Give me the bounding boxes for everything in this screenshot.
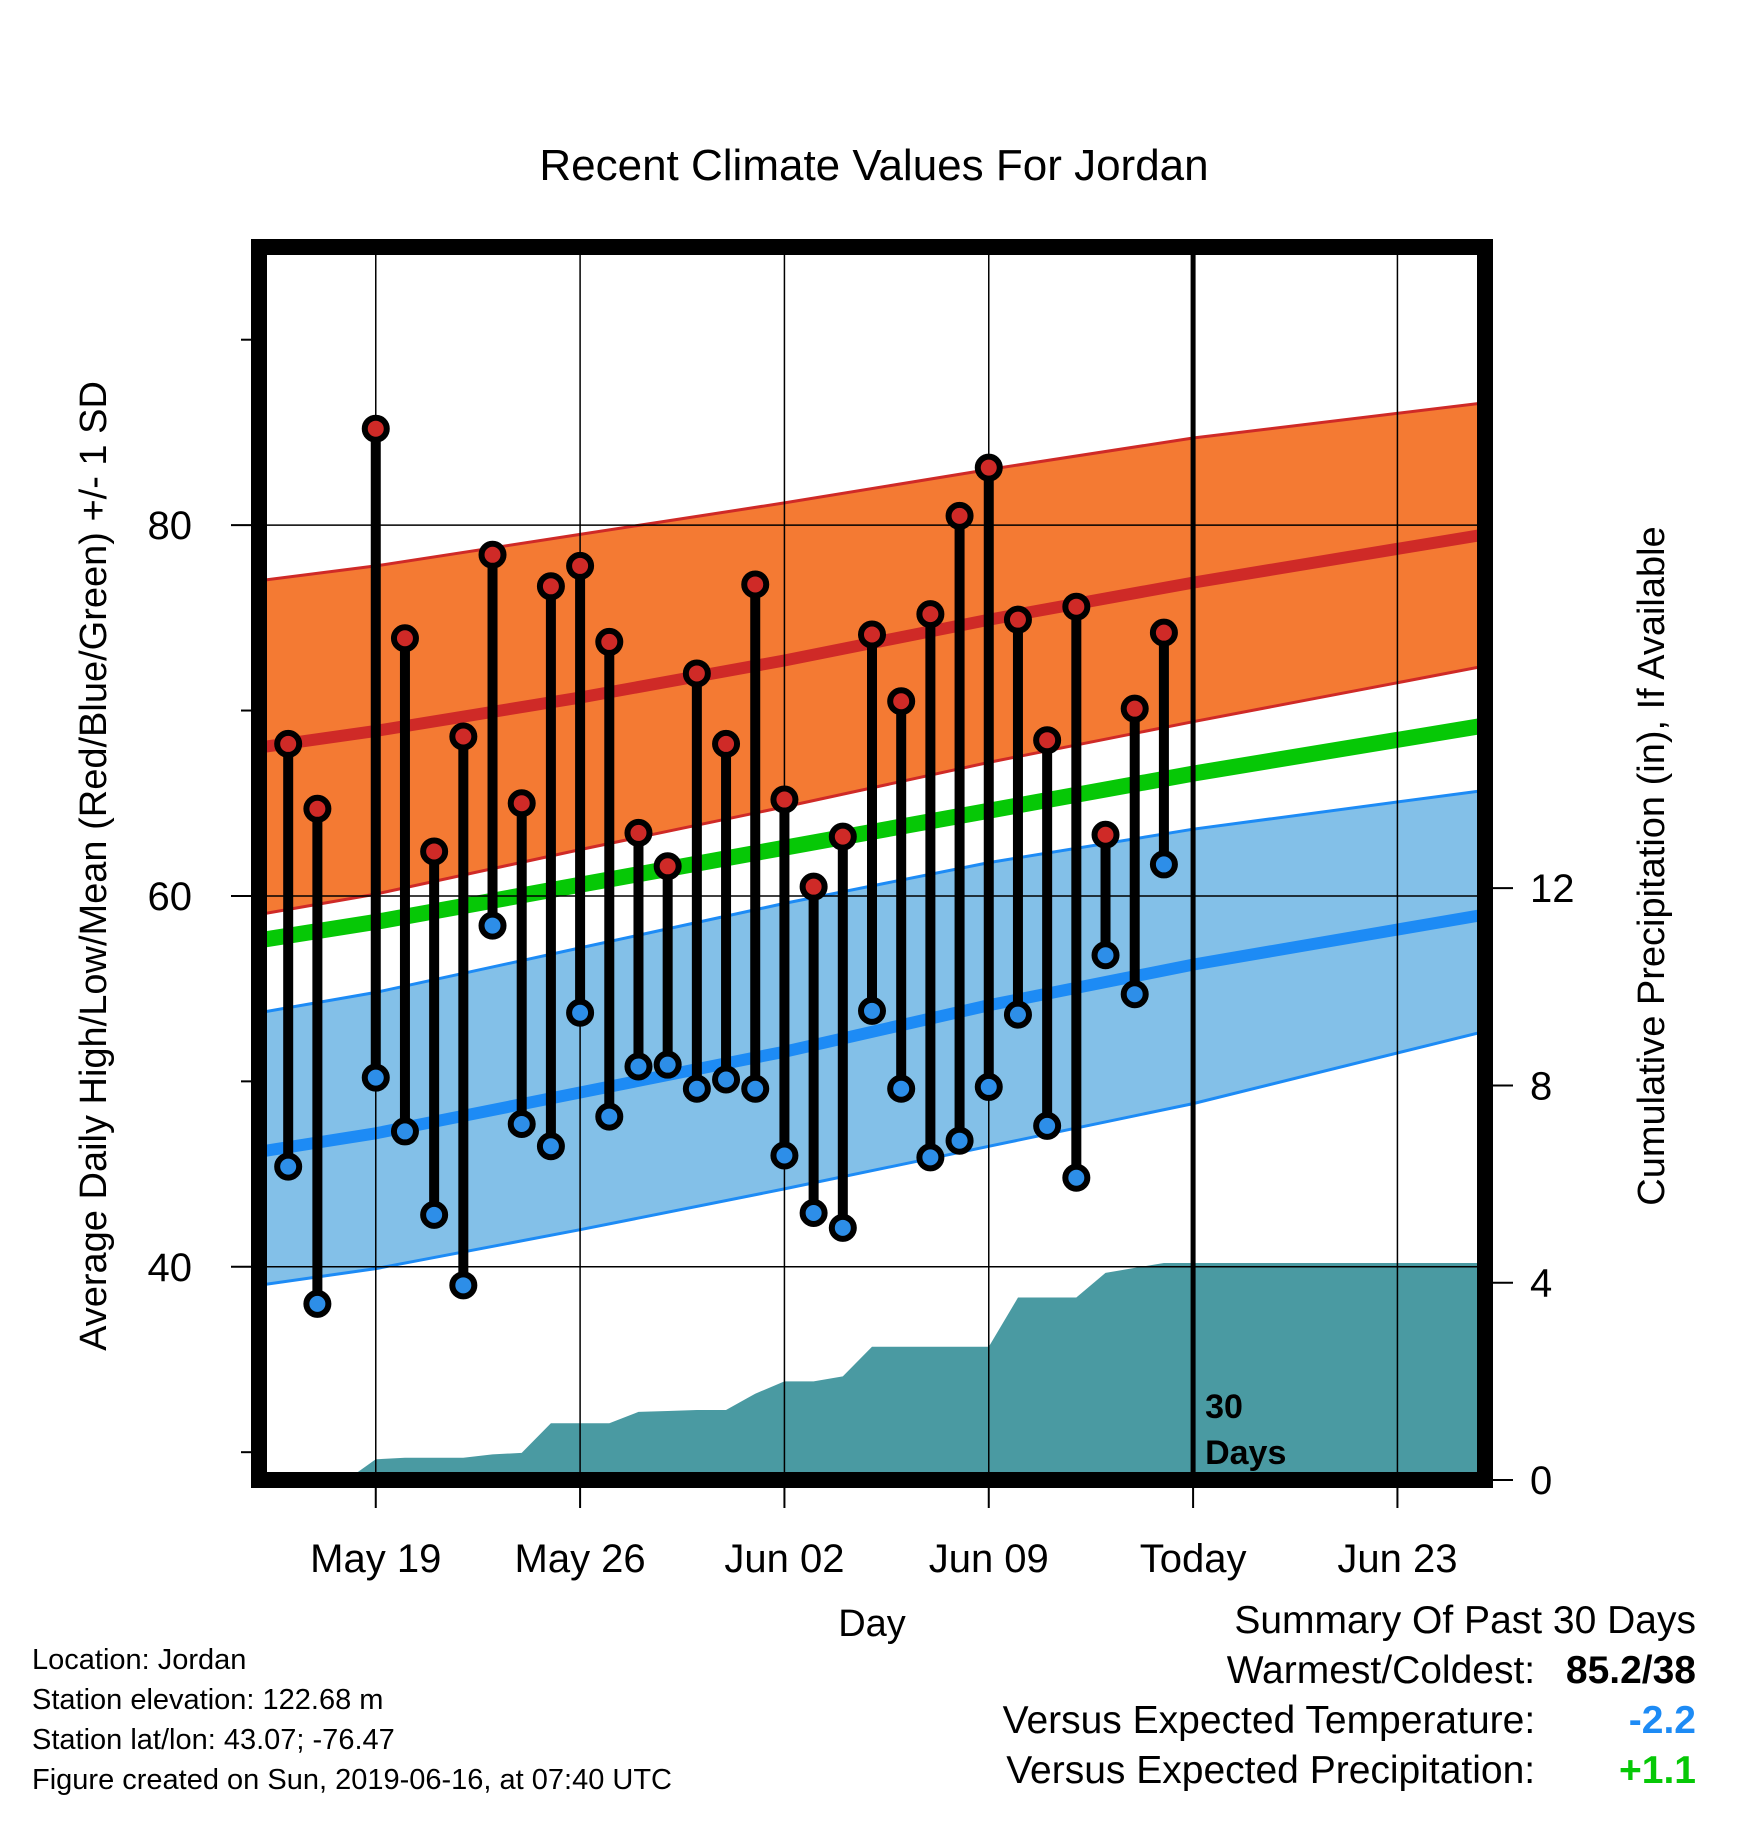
daily-high-marker [274,729,303,758]
x-axis-title: Day [838,1603,906,1645]
daily-low-marker [303,1289,332,1318]
daily-high-marker [361,414,390,443]
summary-temp-row: Versus Expected Temperature: -2.2 [1003,1696,1696,1746]
daily-high-marker [420,837,449,866]
daily-low-marker [1091,941,1120,970]
elevation-text: Station elevation: 122.68 m [32,1684,384,1716]
y-right-tick-label: 12 [1530,867,1575,911]
daily-high-marker [945,501,974,530]
daily-low-marker [945,1126,974,1155]
daily-high-marker [799,872,828,901]
daily-low-marker [536,1132,565,1161]
plot-frame [251,239,1493,1488]
today-annotation-30: 30 [1205,1388,1243,1426]
warm-cold-value: 85.2/38 [1565,1649,1696,1692]
daily-low-marker [887,1074,916,1103]
created-text: Figure created on Sun, 2019-06-16, at 07… [32,1764,672,1796]
daily-low-marker [478,911,507,940]
daily-high-marker [682,659,711,688]
daily-low-marker [1120,980,1149,1009]
daily-high-marker [595,627,624,656]
daily-low-marker [858,996,886,1025]
daily-high-marker [449,722,478,751]
daily-low-marker [741,1074,770,1103]
y-right-tick-label: 0 [1530,1459,1552,1503]
daily-low-marker [361,1063,390,1092]
daily-high-marker [624,818,653,847]
x-tick-label: May 26 [515,1537,646,1581]
summary-warm-cold-row: Warmest/Coldest: 85.2/38 [1003,1646,1696,1696]
y-left-tick-label: 80 [148,504,193,548]
daily-high-marker [974,453,1003,482]
daily-low-marker [1062,1163,1091,1192]
daily-low-marker [770,1141,799,1170]
x-tick-label: May 19 [310,1537,441,1581]
daily-low-marker [682,1074,711,1103]
summary-panel: Summary Of Past 30 Days Warmest/Coldest:… [1003,1596,1696,1796]
daily-low-marker [420,1200,449,1229]
daily-low-marker [653,1050,682,1079]
daily-high-marker [303,794,332,823]
daily-low-marker [390,1117,419,1146]
daily-low-marker [566,998,595,1027]
daily-high-marker [741,570,770,599]
daily-high-marker [916,600,945,629]
daily-high-marker [770,785,799,814]
daily-high-marker [1062,592,1091,621]
daily-high-marker [1003,605,1032,634]
daily-high-marker [887,687,916,716]
daily-high-marker [712,729,741,758]
daily-high-marker [536,572,565,601]
summary-precip-row: Versus Expected Precipitation: +1.1 [1003,1746,1696,1796]
daily-high-marker [507,789,536,818]
x-tick-label: Jun 23 [1337,1537,1457,1581]
chart-title: Recent Climate Values For Jordan [539,141,1208,190]
warm-cold-label: Warmest/Coldest: [1226,1649,1536,1692]
daily-high-marker [390,624,419,653]
daily-high-marker [1120,694,1149,723]
x-tick-label: Jun 09 [929,1537,1049,1581]
daily-high-marker [1033,726,1062,755]
daily-low-marker [449,1271,478,1300]
daily-low-marker [624,1052,653,1081]
precip-value: +1.1 [1619,1749,1696,1792]
daily-low-marker [1003,1000,1032,1029]
daily-low-marker [916,1143,945,1172]
daily-high-marker [478,540,507,569]
daily-low-marker [712,1065,741,1094]
y-axis-left-title: Average Daily High/Low/Mean (Red/Blue/Gr… [73,381,115,1351]
daily-low-marker [1033,1111,1062,1140]
daily-low-marker [974,1072,1003,1101]
latlon-text: Station lat/lon: 43.07; -76.47 [32,1724,395,1756]
daily-high-marker [858,620,886,649]
daily-high-marker [566,551,595,580]
precip-label: Versus Expected Precipitation: [1006,1749,1536,1792]
today-annotation-days: Days [1205,1434,1286,1472]
y-right-tick-label: 4 [1530,1262,1552,1306]
summary-heading: Summary Of Past 30 Days [1234,1599,1696,1642]
daily-low-marker [507,1110,536,1139]
daily-high-marker [1149,618,1178,647]
y-axis-right-title: Cumulative Precipitation (in), If Availa… [1631,526,1673,1205]
daily-low-marker [828,1213,857,1242]
daily-high-marker [828,822,857,851]
y-right-tick-label: 8 [1530,1064,1552,1108]
y-left-tick-label: 60 [148,875,193,919]
daily-high-marker [1091,820,1120,849]
daily-high-marker [653,852,682,881]
temp-label: Versus Expected Temperature: [1002,1699,1536,1742]
location-text: Location: Jordan [32,1644,247,1676]
daily-low-marker [799,1199,828,1228]
daily-low-marker [1149,850,1178,879]
y-left-tick-label: 40 [148,1246,193,1290]
daily-low-marker [274,1152,303,1181]
station-info: Location: Jordan Station elevation: 122.… [32,1640,672,1800]
x-tick-label: Today [1140,1537,1247,1581]
precipitation-area [317,1263,1485,1480]
temp-value: -2.2 [1628,1699,1696,1742]
daily-low-marker [595,1102,624,1131]
x-tick-label: Jun 02 [724,1537,844,1581]
